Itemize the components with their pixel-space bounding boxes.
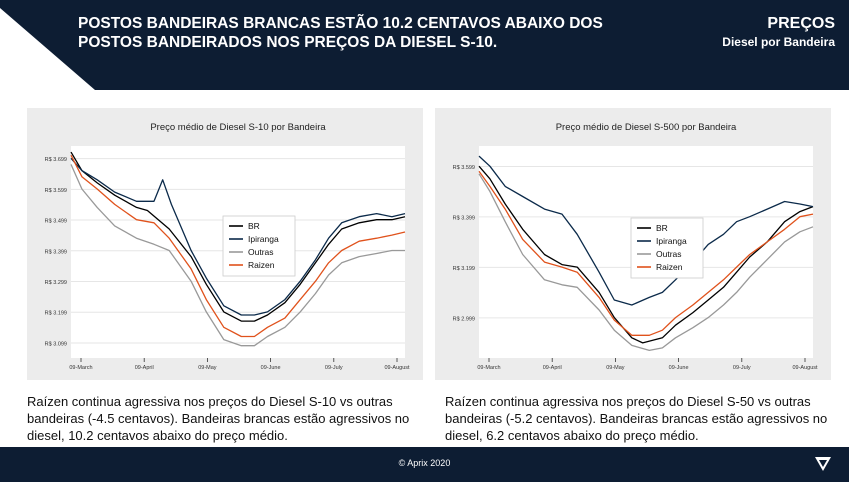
chart-panel-diesel-s10: Preço médio de Diesel S-10 por Bandeira R… — [27, 108, 423, 380]
chart-diesel-s10: Preço médio de Diesel S-10 por Bandeira R… — [45, 122, 410, 371]
x-tick-label: 09-June — [261, 365, 281, 371]
y-tick-label: R$ 3.299 — [45, 280, 67, 286]
headline-line-2: POSTOS BANDEIRADOS NOS PREÇOS DA DIESEL … — [78, 34, 498, 51]
copyright-text: © Aprix 2020 — [398, 458, 451, 468]
legend-label-ipiranga: Ipiranga — [248, 234, 279, 244]
headline-line-1: POSTOS BANDEIRAS BRANCAS ESTÃO 10.2 CENT… — [78, 15, 603, 32]
headline: POSTOS BANDEIRAS BRANCAS ESTÃO 10.2 CENT… — [78, 14, 618, 52]
legend-label-br: BR — [656, 223, 668, 233]
y-tick-label: R$ 3.599 — [45, 188, 67, 194]
x-tick-label: 09-March — [69, 365, 92, 371]
legend-label-br: BR — [248, 221, 260, 231]
y-tick-label: R$ 3.199 — [453, 266, 475, 272]
section-subtitle: Diesel por Bandeira — [722, 35, 835, 49]
legend-label-outras: Outras — [248, 247, 274, 257]
chart-diesel-s500: Preço médio de Diesel S-500 por Bandeira… — [453, 122, 818, 371]
legend-label-raizen: Raizen — [656, 262, 683, 272]
caption-diesel-s500: Raízen continua agressiva nos preços do … — [445, 394, 828, 443]
x-tick-label: 09-August — [792, 365, 818, 371]
x-tick-label: 09-April — [135, 365, 154, 371]
y-tick-label: R$ 3.399 — [45, 249, 67, 255]
series-line-br — [70, 151, 406, 322]
series-line-outras — [478, 173, 814, 352]
y-tick-label: R$ 3.399 — [453, 215, 475, 221]
legend-label-ipiranga: Ipiranga — [656, 236, 687, 246]
y-tick-label: R$ 3.599 — [453, 165, 475, 171]
y-tick-label: R$ 3.699 — [45, 157, 67, 163]
x-tick-label: 09-June — [669, 365, 689, 371]
section-label: PREÇOS Diesel por Bandeira — [722, 14, 835, 51]
series-line-outras — [70, 164, 405, 347]
chart-title: Preço médio de Diesel S-10 por Bandeira — [150, 122, 326, 133]
legend-label-outras: Outras — [656, 249, 682, 259]
x-tick-label: 09-July — [325, 365, 343, 371]
y-tick-label: R$ 3.499 — [45, 219, 67, 225]
x-tick-label: 09-July — [733, 365, 751, 371]
legend-label-raizen: Raizen — [248, 260, 275, 270]
chart-panel-diesel-s500: Preço médio de Diesel S-500 por Bandeira… — [435, 108, 831, 380]
x-tick-label: 09-May — [606, 365, 625, 371]
x-tick-label: 09-April — [543, 365, 562, 371]
y-tick-label: R$ 2.999 — [453, 316, 475, 322]
series-line-raizen — [70, 154, 406, 338]
footer: © Aprix 2020 — [0, 447, 849, 482]
x-tick-label: 09-May — [198, 365, 217, 371]
series-line-ipiranga — [70, 157, 406, 316]
x-tick-label: 09-August — [384, 365, 410, 371]
y-tick-label: R$ 3.199 — [45, 311, 67, 317]
caption-diesel-s10: Raízen continua agressiva nos preços do … — [27, 394, 410, 443]
aprix-logo-icon — [815, 457, 831, 476]
y-tick-label: R$ 3.099 — [45, 341, 67, 347]
series-line-ipiranga — [478, 155, 814, 306]
header-banner: POSTOS BANDEIRAS BRANCAS ESTÃO 10.2 CENT… — [0, 0, 849, 90]
chart-title: Preço médio de Diesel S-500 por Bandeira — [556, 122, 737, 133]
x-tick-label: 09-March — [477, 365, 500, 371]
series-line-br — [478, 165, 814, 344]
series-line-raizen — [478, 170, 814, 336]
section-title: PREÇOS — [767, 15, 835, 32]
header-background — [0, 0, 849, 90]
